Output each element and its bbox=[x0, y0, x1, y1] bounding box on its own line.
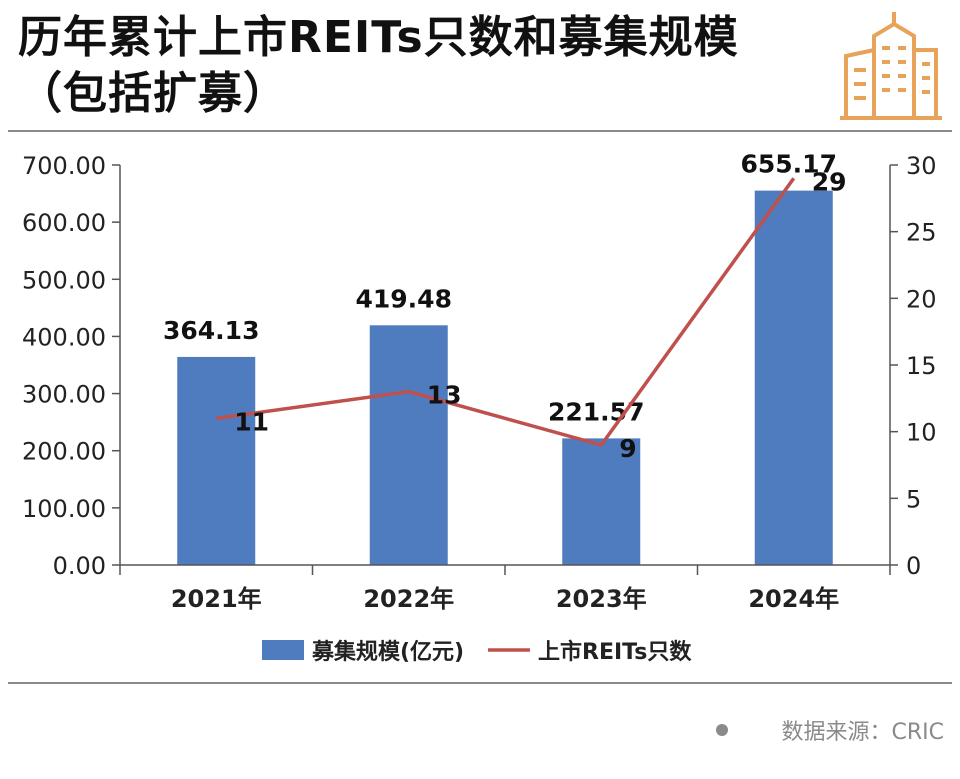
right-tick-label: 5 bbox=[906, 485, 921, 513]
source-text: 数据来源：CRIC bbox=[781, 720, 945, 745]
left-tick-label: 400.00 bbox=[22, 323, 106, 351]
bar bbox=[177, 356, 256, 565]
bullet-icon bbox=[715, 724, 728, 736]
building-icon bbox=[840, 12, 942, 120]
left-tick-label: 0.00 bbox=[53, 552, 106, 580]
bar bbox=[754, 190, 833, 566]
right-tick-label: 25 bbox=[906, 219, 937, 247]
right-tick-label: 10 bbox=[906, 419, 937, 447]
right-axis: 0 5 10 15 20 25 30 bbox=[889, 152, 937, 580]
left-tick-label: 200.00 bbox=[22, 438, 106, 466]
source-note: 数据来源：CRIC bbox=[715, 714, 945, 746]
bar-data-label: 364.13 bbox=[163, 316, 259, 345]
legend-line-label: 上市REITs只数 bbox=[538, 639, 692, 665]
line-data-label: 13 bbox=[427, 381, 462, 410]
left-tick-label: 500.00 bbox=[22, 266, 106, 294]
legend-bar-swatch bbox=[262, 640, 304, 660]
series-line bbox=[216, 177, 796, 448]
x-tick-label: 2023年 bbox=[556, 585, 647, 613]
right-tick-label: 30 bbox=[906, 152, 937, 180]
left-tick-label: 100.00 bbox=[22, 495, 106, 523]
x-tick-label: 2024年 bbox=[748, 585, 839, 613]
right-tick-label: 0 bbox=[906, 552, 921, 580]
bar bbox=[369, 325, 448, 565]
bar bbox=[562, 438, 641, 565]
left-tick-label: 700.00 bbox=[22, 152, 106, 180]
bar-data-label: 221.57 bbox=[548, 397, 644, 426]
line-data-label: 9 bbox=[619, 434, 636, 463]
bar-data-label: 655.17 bbox=[741, 150, 837, 179]
x-tick-label: 2021年 bbox=[171, 585, 262, 613]
line-data-label: 29 bbox=[812, 167, 847, 196]
left-tick-label: 600.00 bbox=[22, 209, 106, 237]
page-title: 历年累计上市REITs只数和募集规模（包括扩募） bbox=[18, 12, 739, 119]
legend: 募集规模(亿元) 上市REITs只数 bbox=[262, 639, 692, 665]
left-axis: 0.00 100.00 200.00 300.00 400.00 500.00 600.00… bbox=[22, 152, 121, 580]
line-data-label: 11 bbox=[234, 407, 269, 436]
combo-chart: 0.00 100.00 200.00 300.00 400.00 500.00 600.00… bbox=[22, 150, 937, 665]
bar-series: 364.13 419.48 221.57 655.17 bbox=[163, 150, 837, 566]
line-series: 11 13 9 29 bbox=[216, 167, 847, 463]
x-axis: 2021年 2022年 2023年 2024年 bbox=[119, 564, 891, 613]
legend-bar-label: 募集规模(亿元) bbox=[311, 639, 464, 665]
footer-divider bbox=[8, 682, 952, 684]
right-tick-label: 15 bbox=[906, 352, 937, 380]
right-tick-label: 20 bbox=[906, 285, 937, 313]
title-divider bbox=[8, 130, 952, 132]
bar-data-label: 419.48 bbox=[356, 284, 452, 313]
left-tick-label: 300.00 bbox=[22, 381, 106, 409]
x-tick-label: 2022年 bbox=[363, 585, 454, 613]
